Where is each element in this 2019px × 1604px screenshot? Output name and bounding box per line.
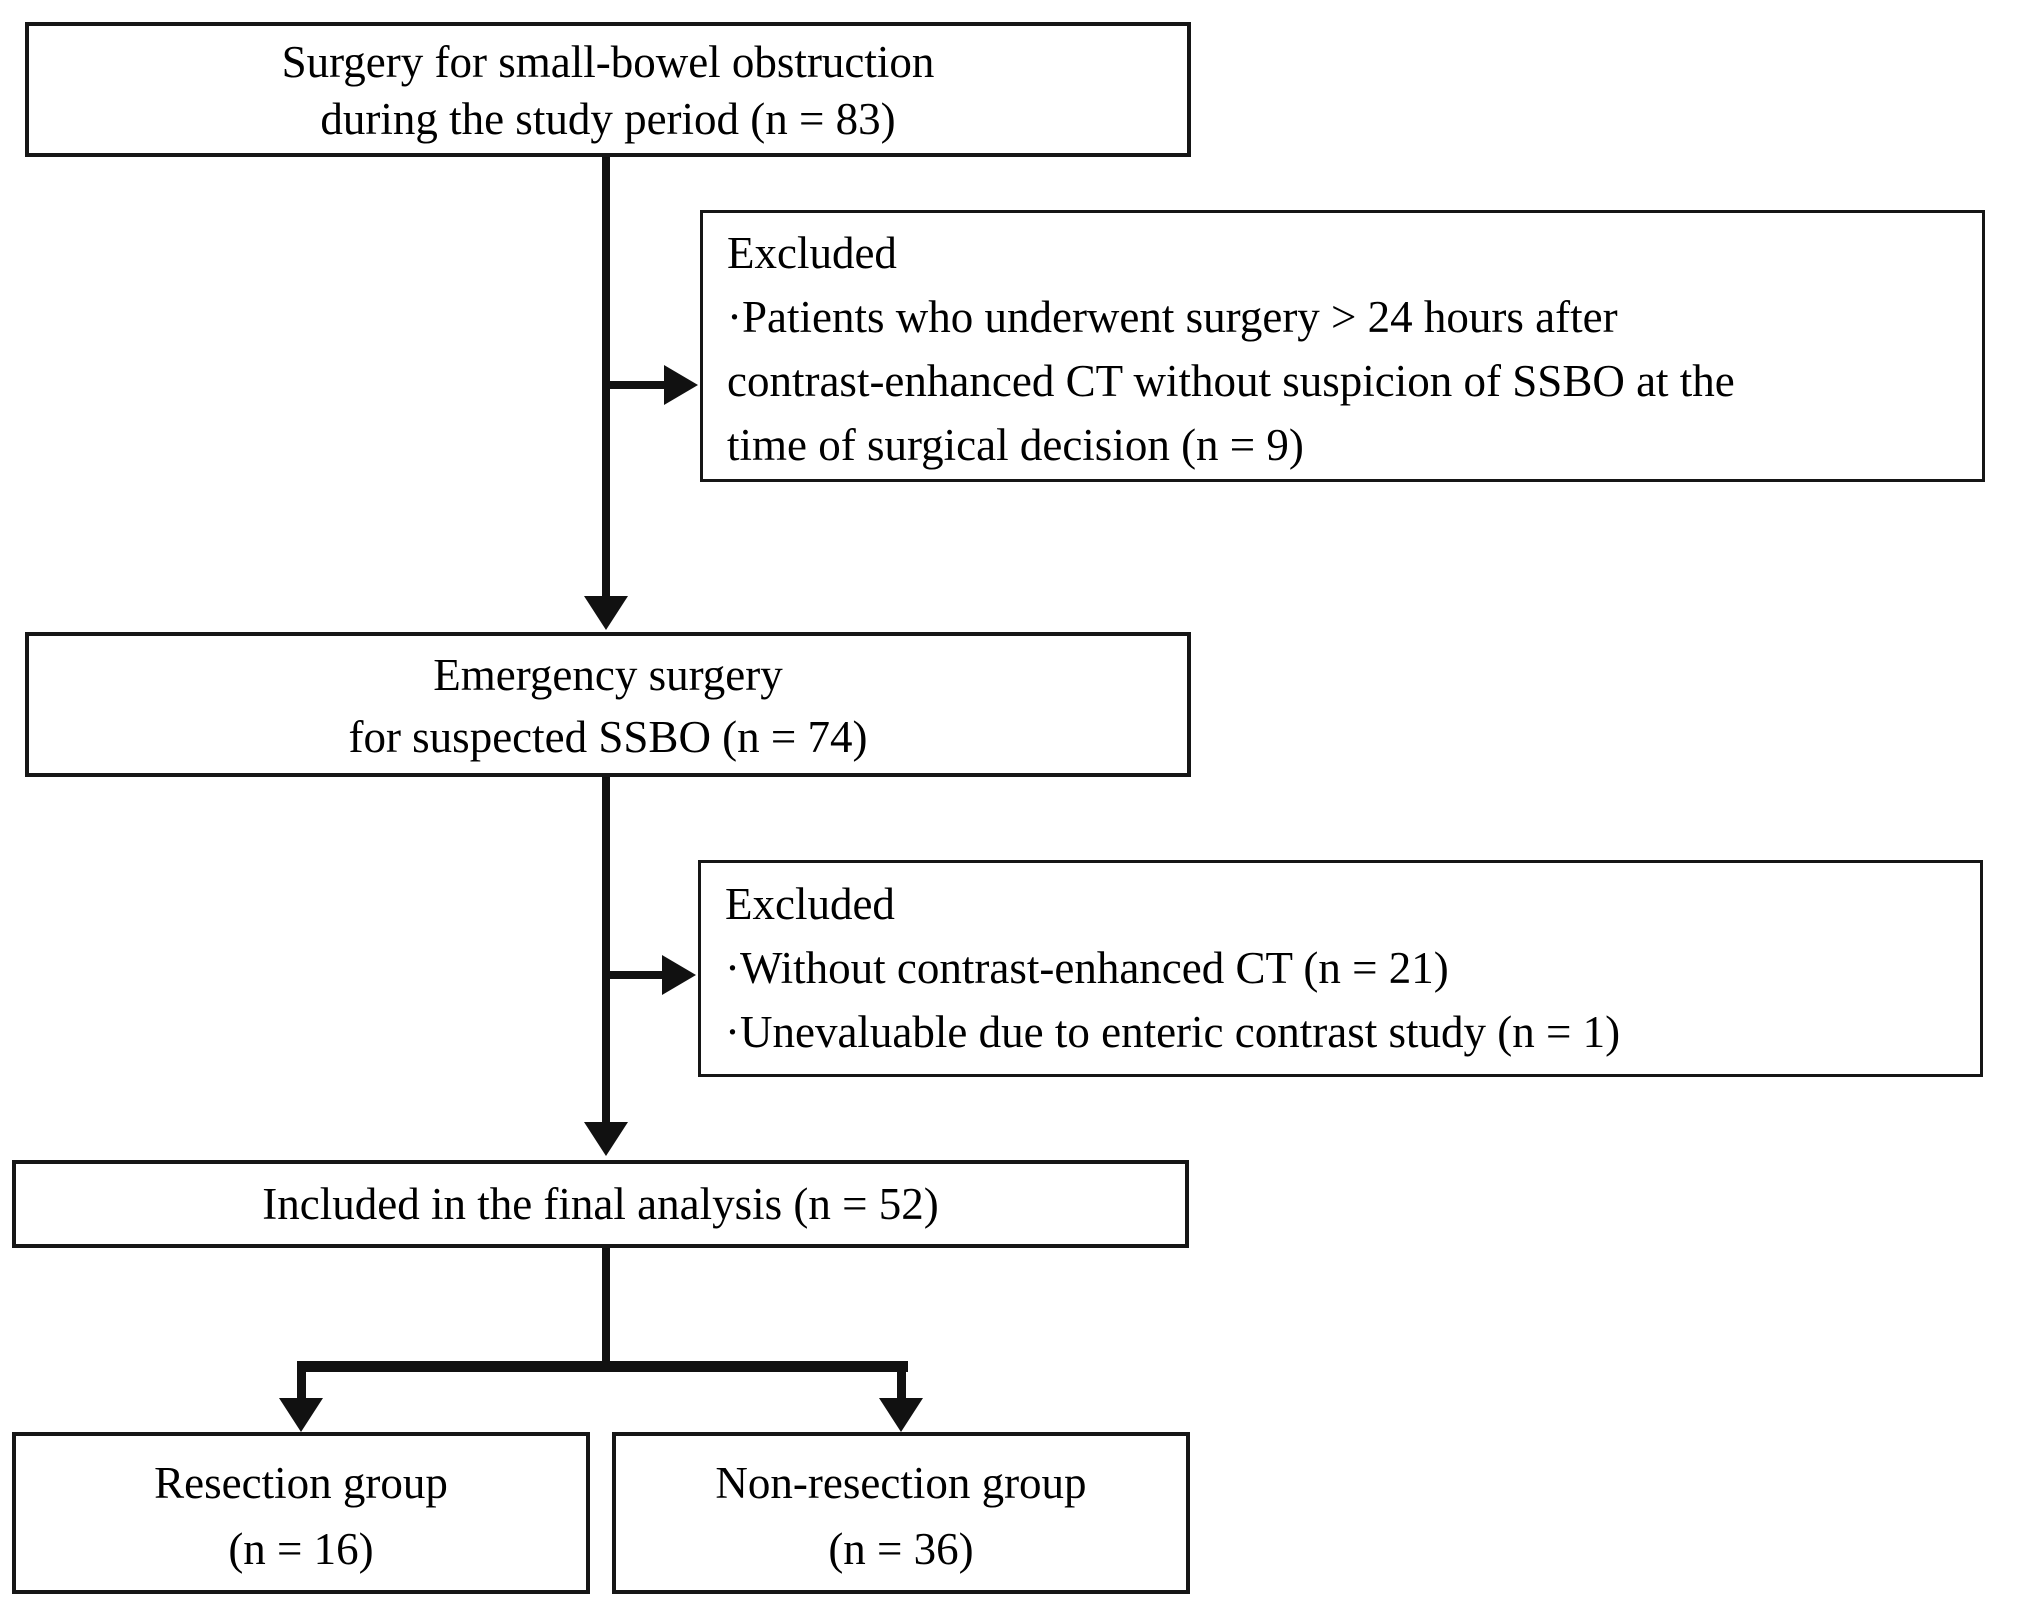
box-resection-group: Resection group (n = 16) — [12, 1432, 590, 1594]
box-excluded-1: Excluded ·Patients who underwent surgery… — [700, 210, 1985, 482]
connector-emergency-to-included — [602, 777, 610, 1126]
arrowhead-right-excluded-1 — [664, 365, 698, 405]
box-emergency-surgery: Emergency surgery for suspected SSBO (n … — [25, 632, 1191, 777]
box-excluded-2-line-1: ·Without contrast-enhanced CT (n = 21) — [725, 943, 1449, 993]
connector-to-excluded-2 — [606, 971, 664, 979]
box-non-resection-line-1: Non-resection group — [715, 1458, 1087, 1508]
box-non-resection-group: Non-resection group (n = 36) — [612, 1432, 1190, 1594]
box-excluded-2-title: Excluded — [725, 879, 895, 929]
box-surgery-for-sbo: Surgery for small-bowel obstruction duri… — [25, 22, 1191, 157]
box-excluded-1-title: Excluded — [727, 228, 897, 278]
box-surgery-line-1: Surgery for small-bowel obstruction — [281, 37, 935, 87]
arrowhead-right-excluded-2 — [662, 955, 696, 995]
connector-split-left-arm — [297, 1361, 306, 1401]
box-surgery-line-2: during the study period (n = 83) — [320, 94, 896, 144]
connector-included-to-split — [602, 1248, 610, 1372]
box-non-resection-line-2: (n = 36) — [828, 1524, 974, 1574]
box-resection-line-1: Resection group — [154, 1458, 448, 1508]
arrowhead-down-non-resection — [879, 1398, 923, 1432]
arrowhead-down-resection — [279, 1398, 323, 1432]
box-resection-line-2: (n = 16) — [228, 1524, 374, 1574]
box-emergency-line-2: for suspected SSBO (n = 74) — [348, 712, 868, 762]
connector-split-bar — [297, 1361, 908, 1372]
connector-surgery-to-emergency — [602, 157, 610, 600]
connector-to-excluded-1 — [606, 381, 666, 389]
arrowhead-down-emergency — [584, 596, 628, 630]
box-excluded-1-line-2: contrast-enhanced CT without suspicion o… — [727, 356, 1735, 406]
box-included-final-analysis: Included in the final analysis (n = 52) — [12, 1160, 1189, 1248]
box-excluded-2-line-2: ·Unevaluable due to enteric contrast stu… — [725, 1007, 1621, 1057]
box-excluded-1-line-1: ·Patients who underwent surgery > 24 hou… — [727, 292, 1618, 342]
box-excluded-2: Excluded ·Without contrast-enhanced CT (… — [698, 860, 1983, 1077]
box-emergency-line-1: Emergency surgery — [433, 650, 783, 700]
arrowhead-down-included — [584, 1122, 628, 1156]
connector-split-right-arm — [897, 1361, 906, 1401]
box-excluded-1-line-3: time of surgical decision (n = 9) — [727, 420, 1304, 470]
box-included-line-1: Included in the final analysis (n = 52) — [262, 1179, 939, 1229]
